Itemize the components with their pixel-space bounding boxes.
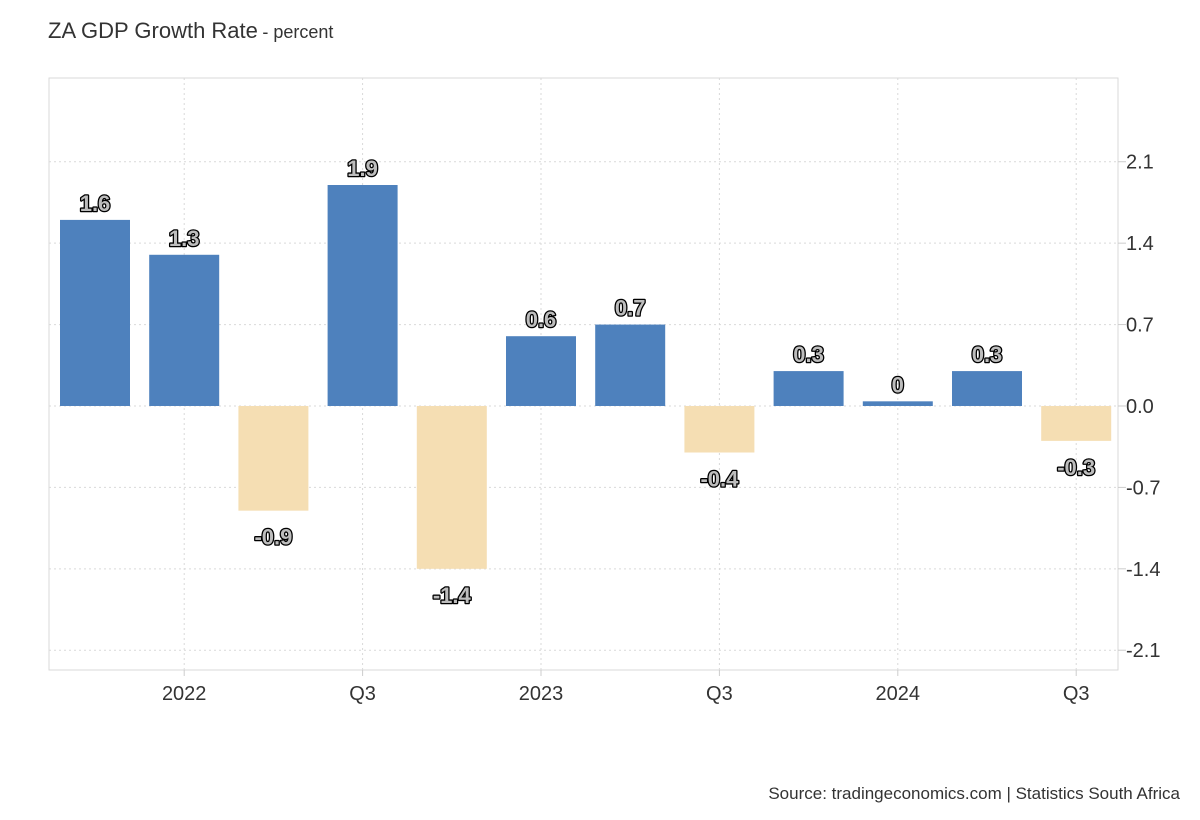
bar-value-label: -0.3 (1057, 455, 1095, 480)
y-tick-label: -0.7 (1126, 477, 1160, 499)
bar-q2-2023 (595, 324, 666, 406)
x-tick-label: Q3 (706, 683, 733, 705)
x-tick-label: 2023 (519, 683, 564, 705)
x-tick-label: 2024 (876, 683, 921, 705)
bar-q1-2023 (506, 336, 576, 406)
bar-value-label: 0.3 (793, 342, 824, 367)
value-labels: 1.6 1.3 -0.9 1.9 -1.4 0.6 0.7 -0.4 0.3 0 0.3 -0.3 (78, 155, 1096, 609)
bars (60, 185, 1112, 569)
chart-title: ZA GDP Growth Rate (48, 18, 258, 43)
source-note: Source: tradingeconomics.com | Statistic… (768, 784, 1180, 803)
bar-value-label: 1.9 (347, 156, 378, 181)
bar-q1-2024 (862, 401, 933, 406)
x-tick-label: 2022 (162, 683, 207, 705)
bar-value-label: 0.3 (972, 342, 1003, 367)
y-tick-label: 0.7 (1126, 315, 1154, 337)
y-tick-label: 2.1 (1126, 152, 1154, 174)
bar-q2-2024 (952, 371, 1022, 406)
bar-value-label: 0 (892, 372, 904, 397)
bar-q4-2022 (416, 405, 487, 569)
bar-q3-2023 (684, 405, 755, 453)
y-tick-label: 0.0 (1126, 396, 1154, 418)
x-axis-ticks: 2022 Q3 2023 Q3 2024 Q3 (162, 670, 1090, 705)
bar-value-label: 1.3 (169, 226, 200, 251)
y-axis-ticks: 2.1 1.4 0.7 0.0 -0.7 -1.4 -2.1 (1118, 152, 1160, 662)
bar-value-label: 1.6 (80, 191, 111, 216)
bar-q2-2022 (238, 405, 309, 511)
y-tick-label: 1.4 (1126, 233, 1154, 255)
y-tick-label: -1.4 (1126, 559, 1160, 581)
bar-q3-2022 (327, 185, 398, 406)
x-tick-label: Q3 (1063, 683, 1090, 705)
chart-subtitle: - percent (262, 22, 334, 42)
bar-value-label: -0.9 (254, 525, 292, 550)
bar-value-label: 0.7 (615, 296, 646, 321)
chart-header: ZA GDP Growth Rate - percent (48, 18, 333, 44)
bar-q4-2021 (60, 219, 130, 406)
bar-value-label: 0.6 (526, 307, 557, 332)
bar-q1-2022 (149, 254, 220, 406)
bar-value-label: -1.4 (433, 583, 472, 608)
bar-value-label: -0.4 (700, 467, 739, 492)
plot-frame (48, 77, 1119, 671)
x-tick-label: Q3 (349, 683, 376, 705)
y-tick-label: -2.1 (1126, 640, 1160, 662)
bar-q4-2023 (773, 371, 844, 406)
bar-q3-2024 (1041, 405, 1112, 441)
